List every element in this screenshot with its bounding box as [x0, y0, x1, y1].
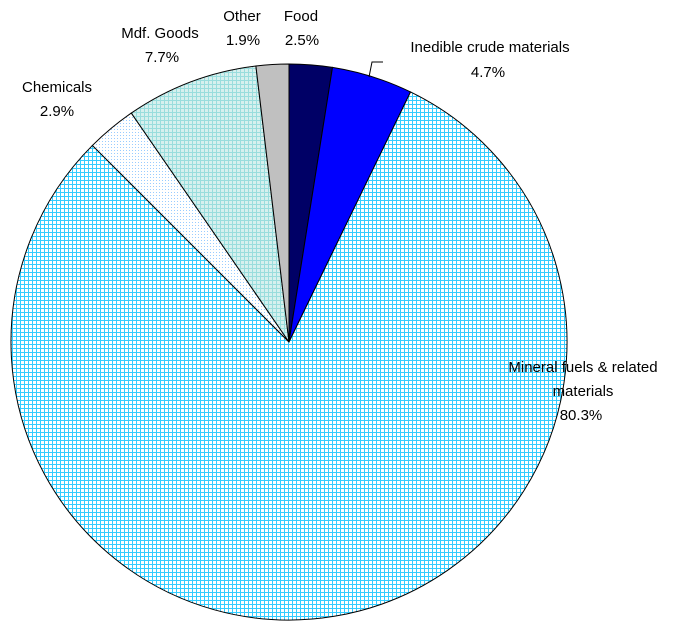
pct-inedible: 4.7%: [471, 64, 505, 81]
label-mineral-line1: Mineral fuels & related: [508, 359, 657, 376]
label-inedible: Inedible crude materials: [410, 39, 569, 56]
pct-mineral: 80.3%: [560, 407, 603, 424]
pct-chemicals: 2.9%: [40, 103, 74, 120]
pie-slice-mineral-fuels-related-materials: [10, 91, 568, 621]
leader-line-inedible: [368, 61, 383, 78]
label-mdf-goods: Mdf. Goods: [121, 25, 199, 42]
label-mineral-line2: materials: [553, 383, 614, 400]
label-other: Other: [223, 8, 261, 25]
pie-slice-mdf-goods: [130, 65, 290, 343]
pct-food: 2.5%: [285, 32, 319, 49]
label-food: Food: [284, 8, 318, 25]
label-chemicals: Chemicals: [22, 79, 92, 96]
pct-mdf-goods: 7.7%: [145, 49, 179, 66]
pct-other: 1.9%: [226, 32, 260, 49]
pie-slice-other: [255, 63, 290, 343]
